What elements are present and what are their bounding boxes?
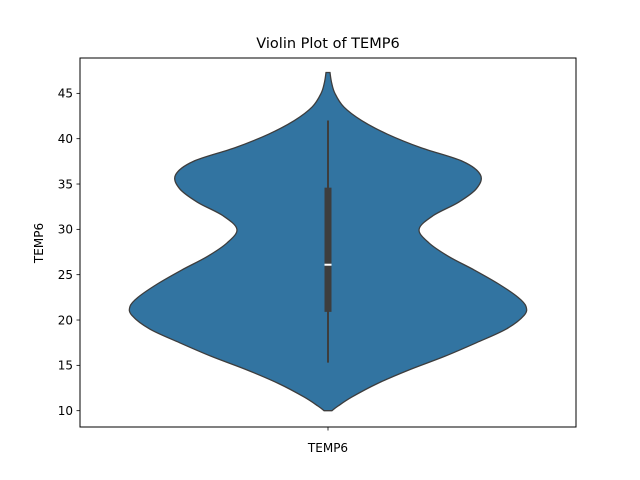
plot-frame [79, 57, 577, 428]
y-tick-label: 35 [58, 177, 73, 191]
y-tick-label: 25 [58, 268, 73, 282]
box-iqr [324, 187, 332, 312]
y-tick-label: 45 [58, 87, 73, 101]
plot-area [128, 71, 528, 412]
y-tick-label: 40 [58, 132, 73, 146]
y-axis-label: TEMP6 [32, 223, 46, 264]
y-tick-label: 30 [58, 223, 73, 237]
chart-title: Violin Plot of TEMP6 [256, 36, 399, 52]
y-tick-label: 15 [58, 359, 73, 373]
x-axis-ticks: TEMP6 [307, 427, 348, 455]
y-tick-label: 20 [58, 313, 73, 327]
y-tick-label: 10 [58, 404, 73, 418]
x-tick-label: TEMP6 [307, 441, 348, 455]
y-axis-ticks: 10 15 20 25 30 35 40 45 [58, 87, 80, 418]
